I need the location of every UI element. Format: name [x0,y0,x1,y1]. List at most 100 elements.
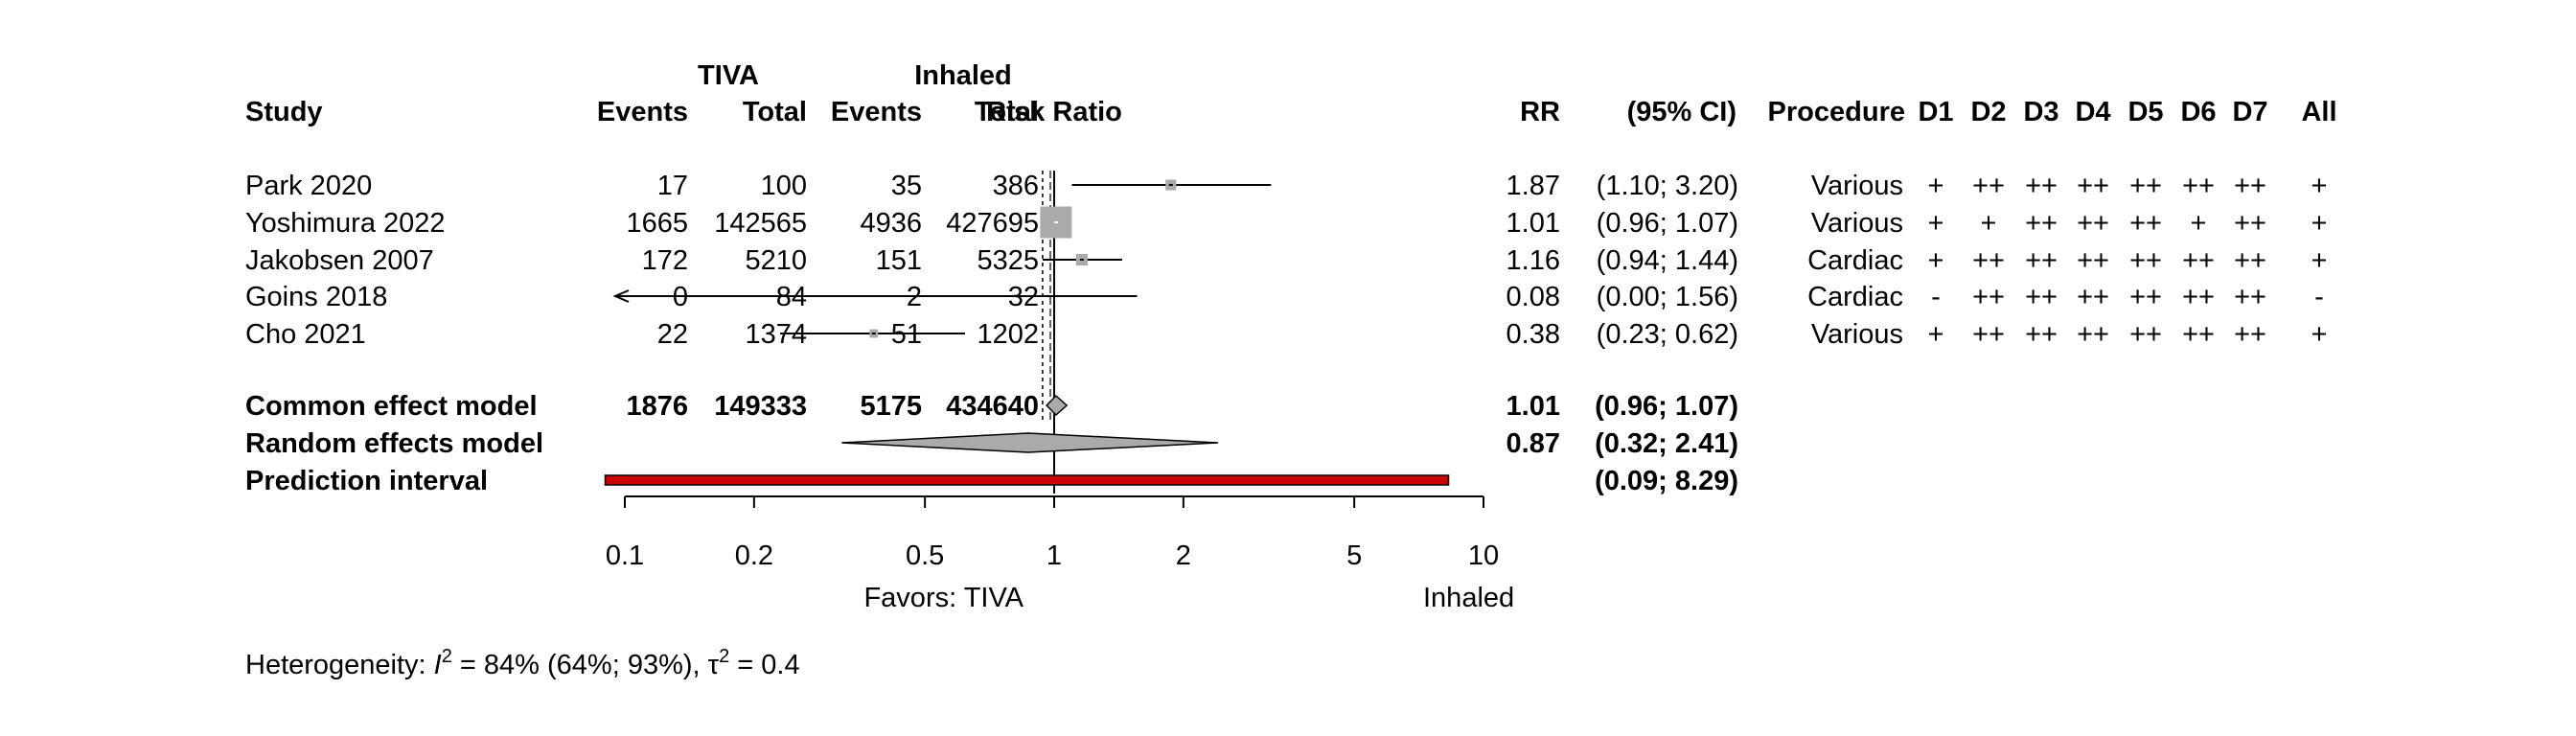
risk-of-bias-mark: ++ [2182,171,2215,201]
common-treatment-events: 1876 [626,391,688,422]
study-procedure: Cardiac [1807,245,1903,276]
risk-of-bias-mark: + [2191,208,2207,239]
risk-of-bias-mark: + [2312,319,2328,350]
random-rr: 0.87 [1506,428,1560,459]
random-effects-label: Random effects model [245,428,543,459]
x-axis-tick-label: 2 [1176,540,1191,571]
treatment-total: 5210 [745,245,807,276]
header-domain-d5: D5 [2128,97,2163,127]
header-risk-ratio: Risk Ratio [986,97,1122,127]
control-events: 35 [891,171,922,201]
risk-of-bias-mark: ++ [2234,319,2266,350]
tau-symbol: τ [708,650,720,680]
risk-of-bias-mark: ++ [2182,282,2215,312]
study-rr: 0.38 [1506,319,1560,350]
study-ci: (0.94; 1.44) [1597,245,1738,276]
header-total-treatment: Total [743,97,807,127]
prediction-interval-bar [604,474,1450,486]
study-label: Goins 2018 [245,282,387,312]
risk-of-bias-mark: ++ [2025,171,2058,201]
study-rr: 1.01 [1506,208,1560,239]
risk-of-bias-mark: + [1928,208,1944,239]
x-axis-tick-label: 10 [1468,540,1499,571]
common-treatment-total: 149333 [714,391,807,422]
header-domain-all: All [2301,97,2336,127]
study-ci: (0.00; 1.56) [1597,282,1738,312]
common-control-total: 434640 [946,391,1039,422]
study-label: Park 2020 [245,171,372,201]
common-effect-diamond [1046,394,1069,417]
i2-symbol: I [434,650,442,680]
control-total: 1202 [977,319,1039,350]
risk-of-bias-mark: - [1931,282,1941,312]
risk-of-bias-mark: + [1928,171,1944,201]
risk-of-bias-mark: + [2312,245,2328,276]
treatment-events: 1665 [626,208,688,239]
heterogeneity-prefix: Heterogeneity: [245,650,434,680]
study-label: Yoshimura 2022 [245,208,446,239]
treatment-total: 100 [761,171,807,201]
header-domain-d1: D1 [1918,97,1953,127]
i2-value: = 84% (64%; 93%), [452,650,708,680]
risk-of-bias-mark: ++ [2129,319,2162,350]
header-events-treatment: Events [597,97,688,127]
x-axis-tick-label: 0.2 [735,540,773,571]
risk-of-bias-mark: ++ [2234,282,2266,312]
risk-of-bias-mark: ++ [2234,245,2266,276]
i2-superscript: 2 [442,646,452,667]
risk-of-bias-mark: ++ [2129,245,2162,276]
common-rr: 1.01 [1506,391,1560,422]
risk-of-bias-mark: + [1928,319,1944,350]
heterogeneity-statistics: Heterogeneity: I2 = 84% (64%; 93%), τ2 =… [245,646,800,680]
risk-of-bias-mark: ++ [2077,282,2109,312]
risk-of-bias-mark: ++ [2234,208,2266,239]
study-procedure: Various [1811,319,1903,350]
header-domain-d2: D2 [1970,97,2006,127]
x-axis-tick-label: 0.5 [906,540,944,571]
risk-of-bias-mark: ++ [2129,171,2162,201]
risk-of-bias-mark: ++ [2129,208,2162,239]
risk-of-bias-mark: ++ [2077,171,2109,201]
risk-of-bias-mark: + [2312,208,2328,239]
header-domain-d3: D3 [2023,97,2058,127]
study-label: Cho 2021 [245,319,366,350]
prediction-ci: (0.09; 8.29) [1595,466,1738,496]
study-ci: (1.10; 3.20) [1597,171,1738,201]
risk-of-bias-mark: ++ [2182,245,2215,276]
random-ci: (0.32; 2.41) [1595,428,1738,459]
header-total-control: Total [975,97,1039,127]
header-events-control: Events [831,97,922,127]
risk-of-bias-mark: ++ [1972,245,2005,276]
study-ci: (0.96; 1.07) [1597,208,1738,239]
x-axis-tick-label: 1 [1046,540,1062,571]
group-label-treatment: TIVA [698,60,759,91]
treatment-events: 172 [642,245,688,276]
header-domain-d7: D7 [2232,97,2267,127]
header-ci: (95% CI) [1627,97,1736,127]
header-domain-d6: D6 [2180,97,2216,127]
common-control-events: 5175 [860,391,922,422]
risk-of-bias-mark: ++ [2077,245,2109,276]
study-ci: (0.23; 0.62) [1597,319,1738,350]
prediction-interval-label: Prediction interval [245,466,488,496]
risk-of-bias-mark: ++ [2025,245,2058,276]
treatment-total: 142565 [714,208,807,239]
x-axis-tick-label: 0.1 [606,540,644,571]
study-rr: 0.08 [1506,282,1560,312]
risk-of-bias-mark: ++ [2025,319,2058,350]
header-domain-d4: D4 [2075,97,2110,127]
risk-of-bias-mark: + [1928,245,1944,276]
tau-value: = 0.4 [729,650,799,680]
control-total: 427695 [946,208,1039,239]
control-total: 386 [993,171,1039,201]
risk-of-bias-mark: - [2314,282,2324,312]
risk-of-bias-mark: + [1981,208,1997,239]
treatment-events: 17 [657,171,688,201]
risk-of-bias-mark: ++ [2182,319,2215,350]
x-axis-tick-label: 5 [1346,540,1362,571]
group-label-control: Inhaled [914,60,1012,91]
ci-truncation-arrow [612,289,630,303]
random-effects-diamond [841,432,1219,453]
risk-of-bias-mark: ++ [2025,282,2058,312]
